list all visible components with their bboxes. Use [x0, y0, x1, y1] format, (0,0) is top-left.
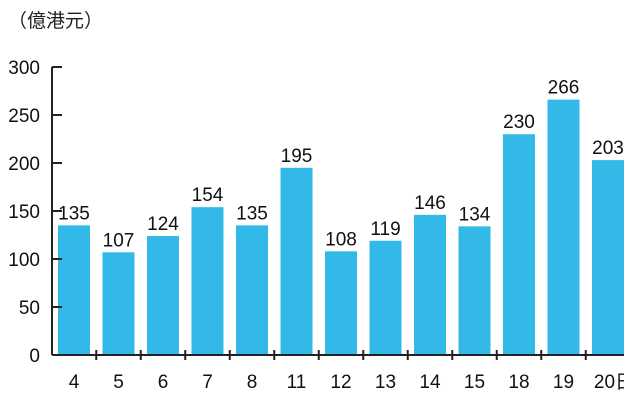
bar-19 [547, 99, 580, 355]
y-tick-label-150: 150 [8, 202, 40, 223]
y-tick-label-100: 100 [8, 250, 40, 271]
value-label-15: 134 [459, 204, 491, 225]
x-tick-label-7: 7 [202, 372, 213, 393]
y-tick-label-300: 300 [8, 58, 40, 79]
value-label-14: 146 [414, 193, 446, 214]
y-tick-label-250: 250 [8, 106, 40, 127]
bar-4 [58, 225, 90, 355]
bars-layer [58, 99, 624, 355]
bar-12 [325, 251, 357, 355]
value-label-19: 266 [548, 78, 580, 99]
x-tick-label-11: 11 [287, 372, 307, 393]
bar-5 [102, 252, 135, 355]
x-tick-label-20: 20日 [594, 372, 624, 393]
x-tick-label-6: 6 [158, 372, 169, 393]
value-label-6: 124 [147, 214, 179, 235]
value-label-5: 107 [103, 230, 135, 251]
bar-14 [414, 214, 446, 355]
x-tick-label-5: 5 [113, 372, 124, 393]
y-tick-label-0: 0 [29, 346, 40, 367]
value-label-7: 154 [192, 185, 224, 206]
bar-6 [147, 235, 179, 355]
x-tick-label-14: 14 [419, 372, 441, 393]
bar-20 [592, 160, 624, 355]
y-tick-label-200: 200 [8, 154, 40, 175]
x-tick-label-8: 8 [247, 372, 258, 393]
bar-8 [236, 225, 268, 355]
x-tick-label-13: 13 [375, 372, 396, 393]
value-labels-layer: 135 107 124 154 135 195 108 119 146 134 230 266 203 [58, 78, 624, 252]
bar-7 [191, 207, 224, 355]
bar-11 [280, 167, 313, 355]
value-label-12: 108 [325, 229, 357, 250]
bar-15 [458, 226, 491, 355]
unit-label: （億港元） [8, 10, 104, 32]
value-label-20: 203 [592, 138, 624, 159]
y-tick-label-50: 50 [19, 298, 40, 319]
value-label-4: 135 [58, 203, 90, 224]
x-tick-label-12: 12 [330, 372, 351, 393]
value-label-11: 195 [281, 146, 313, 167]
bar-13 [369, 240, 402, 355]
value-label-18: 230 [503, 112, 535, 133]
axis-layer: 0 50 100 150 200 250 300 4 5 6 7 8 11 12 13 14 15 18 19 20日 [8, 58, 624, 393]
x-tick-label-18: 18 [508, 372, 529, 393]
value-label-8: 135 [236, 203, 268, 224]
x-tick-label-19: 19 [553, 372, 574, 393]
bar-18 [503, 134, 535, 355]
x-tick-label-15: 15 [464, 372, 485, 393]
x-tick-label-4: 4 [69, 372, 80, 393]
value-label-13: 119 [370, 219, 400, 240]
